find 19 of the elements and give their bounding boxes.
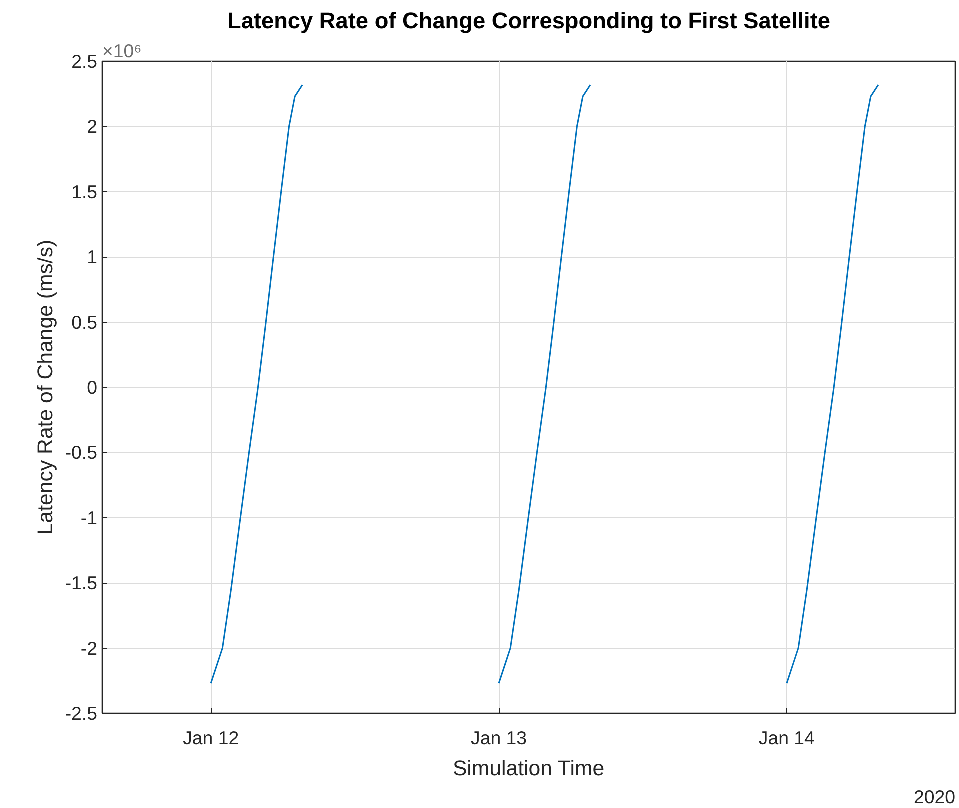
y-tick-label: 1 [87,246,98,268]
chart-title: Latency Rate of Change Corresponding to First Satellite [228,8,831,34]
y-axis-title: Latency Rate of Change (ms/s) [33,240,58,536]
y-tick-label: -2.5 [65,703,98,724]
y-tick-label: 2.5 [72,51,98,72]
text: 2020 [914,786,956,808]
y-tick-label: -2 [80,638,98,659]
x-axis-title: Simulation Time [452,756,605,780]
y-tick-label: 2 [87,116,98,138]
y-tick-label: 0 [87,377,98,398]
y-tick-label: 0.5 [72,312,98,333]
y-tick-label: -1.5 [65,572,98,594]
y-tick-label: 1.5 [72,181,98,202]
y-tick-label: -0.5 [65,442,98,464]
y-tick-label: -1 [80,507,98,528]
x-tick-label: Jan 13 [471,728,528,748]
annotation: ×10⁶ [102,40,142,62]
x-tick-label: Jan 12 [183,728,240,748]
x-tick-label: Jan 14 [758,728,815,748]
